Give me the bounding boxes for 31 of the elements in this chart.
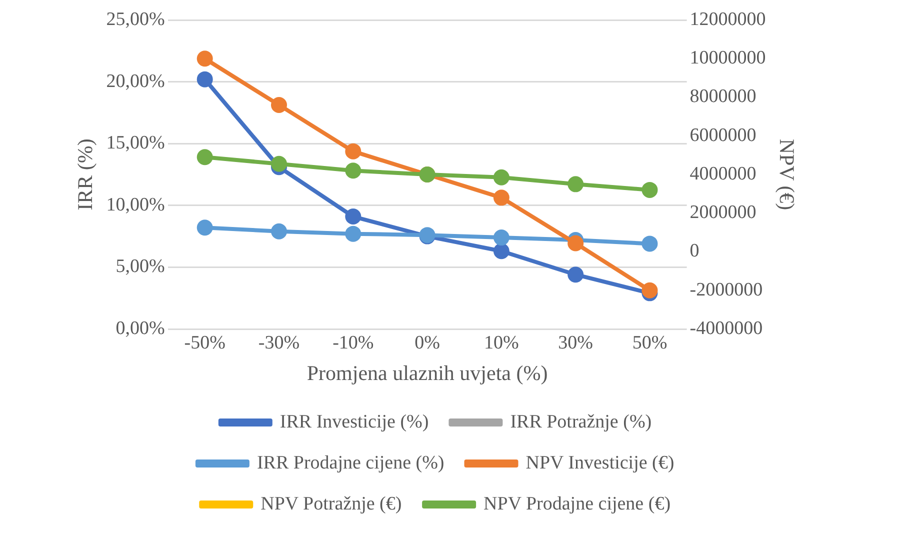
y2-tick-label: 10000000 [690, 48, 766, 69]
y2-tick-label: -4000000 [690, 318, 763, 339]
y2-tick-label: 0 [690, 240, 700, 262]
x-tick-label: 30% [558, 332, 594, 354]
x-tick-label: -50% [184, 332, 226, 354]
y-tick-label: 15,00% [106, 132, 165, 154]
y-tick-label: 5,00% [116, 256, 165, 278]
x-tick-label: 50% [632, 332, 668, 354]
y2-axis-title: NPV (€) [774, 138, 799, 210]
y2-tick-label: 8000000 [690, 86, 756, 108]
legend-label: NPV Prodajne cijene (€) [484, 493, 671, 514]
y-tick-label: 10,00% [106, 194, 165, 216]
y2-tick-label: 12000000 [690, 8, 766, 30]
x-tick-label: -10% [332, 332, 374, 354]
x-tick-label: -30% [258, 332, 300, 354]
legend-label: NPV Investicije (€) [526, 452, 674, 474]
y2-tick-label: 6000000 [690, 124, 756, 146]
y2-tick-label: 2000000 [690, 202, 756, 224]
legend-label: NPV Potražnje (€) [260, 493, 402, 514]
y-tick-label: 0,00% [116, 318, 165, 339]
legend-label: IRR Investicije (%) [280, 411, 429, 432]
legend-label: IRR Potražnje (%) [510, 411, 652, 432]
y-axis-title: IRR (%) [73, 138, 98, 210]
x-tick-label: 10% [484, 332, 520, 354]
y-tick-label: 25,00% [106, 8, 165, 30]
y2-tick-label: 4000000 [690, 163, 756, 184]
y-tick-label: 20,00% [106, 70, 165, 92]
x-axis-title: Promjena ulaznih uvjeta (%) [306, 360, 548, 385]
y2-tick-label: -2000000 [690, 279, 763, 300]
x-tick-label: 0% [414, 332, 440, 354]
legend-label: IRR Prodajne cijene (%) [256, 452, 444, 474]
